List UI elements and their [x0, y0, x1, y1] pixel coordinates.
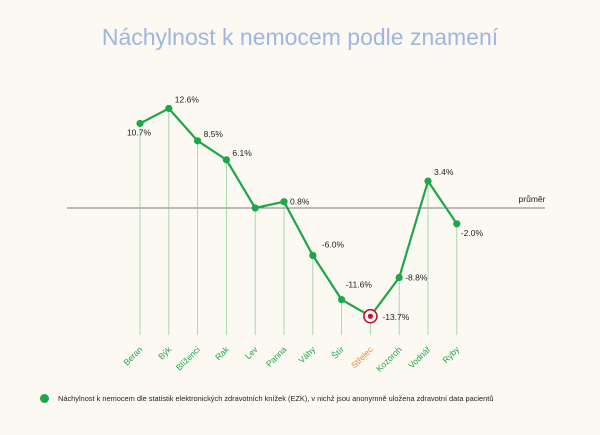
- data-label: -6.0%: [322, 239, 345, 249]
- data-point: [251, 204, 259, 212]
- legend: Náchylnost k nemocem dle statistik elekt…: [40, 394, 493, 403]
- x-tick-label: Střelec: [349, 344, 375, 370]
- data-point: [309, 251, 317, 259]
- x-tick-label: Býk: [156, 344, 174, 362]
- x-tick-label: Vodnář: [406, 344, 432, 370]
- x-tick-label: Rak: [213, 344, 231, 362]
- x-tick-label: Kozoroh: [374, 344, 404, 374]
- legend-label: Náchylnost k nemocem dle statistik elekt…: [58, 394, 494, 403]
- x-tick-label: Beran: [121, 344, 144, 367]
- data-point: [165, 104, 173, 113]
- x-tick-label: Váhy: [296, 344, 317, 365]
- series-line: [139, 107, 458, 318]
- data-point: [194, 137, 202, 145]
- data-label: -8.8%: [405, 273, 428, 283]
- chart-title: Náchylnost k nemocem podle znamení: [101, 24, 499, 50]
- legend-marker: [40, 394, 49, 403]
- data-point: [395, 273, 403, 282]
- data-label: 12.6%: [175, 94, 200, 104]
- data-label: 6.1%: [232, 148, 252, 158]
- x-tick-label: Panna: [264, 344, 289, 369]
- x-tick-label: Lev: [243, 344, 260, 361]
- data-point: [338, 296, 346, 304]
- data-point: [280, 198, 288, 206]
- data-label: -11.6%: [346, 280, 373, 290]
- data-label: 3.4%: [434, 167, 454, 177]
- data-label: -13.7%: [382, 312, 409, 322]
- highlight-point: [367, 313, 373, 319]
- x-tick-label: Štír: [330, 344, 347, 361]
- data-label: -2.0%: [461, 228, 484, 238]
- data-point: [136, 119, 144, 128]
- data-label: 8.5%: [204, 129, 224, 139]
- data-point: [222, 156, 230, 164]
- data-point: [424, 177, 432, 185]
- data-label: 0.8%: [290, 197, 310, 207]
- x-tick-label: Ryby: [440, 344, 461, 365]
- data-label: 10.7%: [127, 127, 152, 137]
- x-tick-label: Blíženci: [174, 344, 202, 372]
- data-point: [453, 220, 461, 228]
- reference-line-label: průměr: [519, 194, 546, 204]
